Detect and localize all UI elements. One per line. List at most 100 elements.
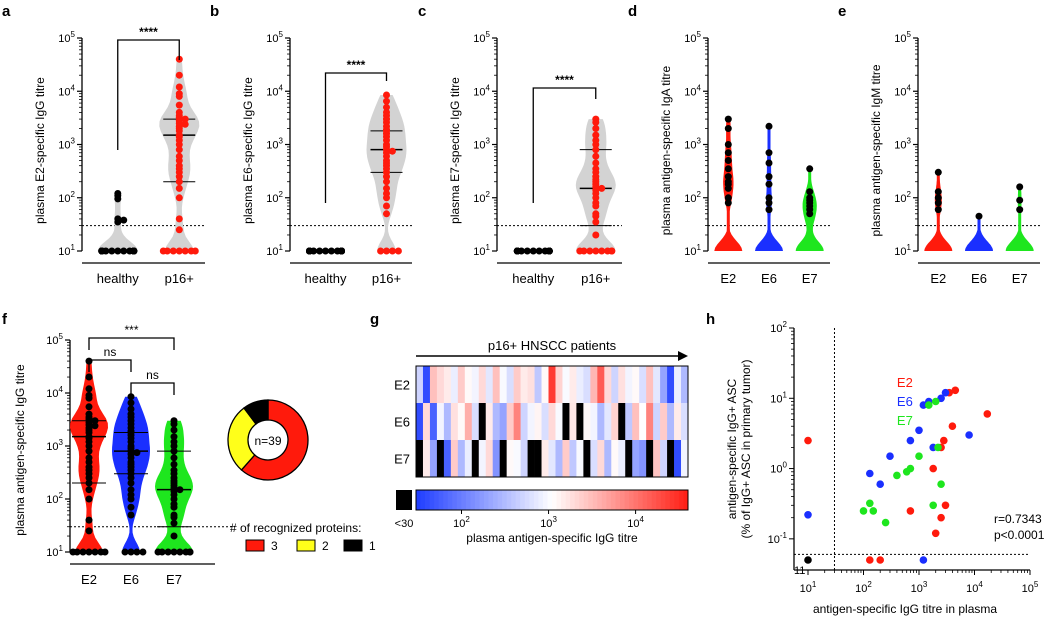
data-point-a-p16+ [181,115,189,123]
data-point-h-E2 [951,386,960,395]
violin-e-E7 [1005,186,1034,251]
colorbar-segment [665,490,671,510]
data-point-h-E2 [804,436,812,445]
data-point-a-p16+ [181,247,189,255]
colorbar-segment [656,490,662,510]
y-axis-d-tick-label: 104 [684,83,701,98]
heatmap-cell [555,440,563,477]
heatmap-cell [492,440,500,477]
heatmap-cell [548,366,556,403]
data-point-f-E7 [186,548,194,556]
panel-h: 101 102 103 104 105 10-1 100 101 102 antigen-spec… [725,320,1045,616]
data-point-a-healthy [120,247,128,255]
data-point-a-p16+ [175,247,183,255]
data-point-d-E2 [724,125,732,132]
data-point-h-E6 [876,480,884,489]
data-point-e-E2 [934,168,942,176]
data-point-c-p16+ [576,247,584,255]
x-tick-label-b: healthy [305,271,347,286]
heatmap-cell [520,403,528,440]
y-axis-c-tick-label: 104 [473,83,490,98]
heatmap-arrow-head [678,351,688,361]
colorbar-tick-label: 104 [627,515,644,530]
colorbar-segment [556,490,562,510]
heatmap-cell [555,403,563,440]
y-axis-c-tick-label: 105 [473,30,490,45]
heatmap-cell [653,440,661,477]
heatmap-cell [562,366,570,403]
data-point-f-E2 [91,417,99,425]
colorbar-title: plasma antigen-specific IgG titre [466,531,638,545]
data-point-f-E7 [170,503,178,511]
heatmap-cell [464,403,473,440]
data-point-f-E7 [176,486,184,494]
heatmap-cell [646,440,654,477]
data-point-f-E2 [85,385,93,393]
donut-legend-label: 2 [322,539,329,553]
annotation-p-h: p<0.0001 [994,528,1045,542]
colorbar-segment [615,490,621,510]
data-point-h-E2 [937,513,945,522]
data-point-h-E2 [941,501,950,510]
panel-letter-d: d [628,3,637,20]
data-point-e-E2 [934,188,942,196]
data-point-f-E6 [133,548,141,556]
y-axis-title-a: plasma E2-specific IgG titre [33,77,47,224]
data-point-h-E2 [983,410,992,418]
colorbar-segment [524,490,530,510]
colorbar-segment [493,490,498,510]
legend-label-h: E2 [897,375,913,390]
data-point-h-E7 [893,471,901,480]
heatmap-cell [513,440,521,477]
colorbar-segment [669,490,675,510]
colorbar-segment [434,490,440,510]
data-point-f-E2 [85,527,93,535]
heatmap-cell [611,403,619,440]
data-point-c-healthy [545,247,553,255]
data-point-b-healthy [316,247,324,255]
data-point-a-healthy [108,247,116,255]
colorbar-segment [633,490,639,510]
colorbar-segment [642,490,648,510]
heatmap-cell [450,440,459,477]
colorbar-segment [565,490,571,510]
panel-f: 101 102 103 104 105 plasma antigen-specific I… [13,323,235,587]
colorbar-segment [683,490,689,510]
data-point-e-E7 [1016,196,1024,204]
colorbar-segment [629,490,634,510]
data-point-h-E7 [869,507,878,515]
colorbar-segment [638,490,644,510]
data-point-f-E2 [91,548,99,556]
colorbar-segment [610,490,616,510]
heatmap-cell [667,440,675,477]
data-point-h-E2 [931,529,940,538]
donut-legend-swatch [343,539,363,552]
data-point-f-E2 [85,442,93,450]
data-point-e-E2 [934,206,942,214]
heatmap-cell [667,366,675,403]
colorbar-segment [484,490,489,510]
data-point-d-E2 [724,149,732,157]
data-point-d-E6 [765,159,773,167]
panel-d: 101 102 103 104 105 plasma antigen-specific I… [659,30,830,286]
panel-letter-c: c [418,3,426,20]
colorbar-segment [461,490,467,510]
data-point-c-p16+ [592,218,600,226]
heatmap-cell [653,403,661,440]
data-point-h-E7 [866,499,874,508]
data-point-b-p16+ [383,184,390,192]
heatmap-cell [492,366,500,403]
x-tick-label-d: E7 [802,271,818,286]
data-point-e-E2 [934,194,942,202]
x-tick-label-h: 103 [911,580,928,595]
panel-letter-g: g [370,311,379,328]
heatmap-cell [646,366,654,403]
data-point-d-E7 [806,210,814,218]
colorbar-segment [597,490,603,510]
y-tick-label-h: 101 [770,390,787,405]
heatmap-cell [625,440,633,477]
data-point-c-p16+ [586,247,594,255]
significance-label-a: **** [139,25,158,39]
y-axis-e-tick-label: 104 [894,83,911,98]
